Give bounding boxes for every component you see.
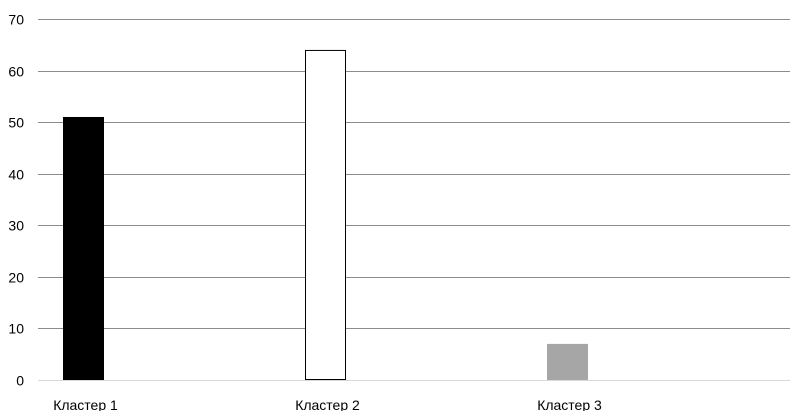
y-tick-label: 30	[8, 218, 24, 234]
bars	[63, 49, 588, 380]
y-tick-label: 70	[8, 12, 24, 28]
y-axis-tick-labels: 0 10 20 30 40 50 60 70	[8, 12, 24, 389]
y-tick-label: 10	[8, 321, 24, 337]
y-tick-label: 20	[8, 270, 24, 286]
x-category-label: Кластер 1	[53, 397, 118, 411]
y-tick-label: 50	[8, 115, 24, 131]
bar	[547, 343, 588, 380]
y-tick-label: 40	[8, 167, 24, 183]
y-tick-label: 60	[8, 64, 24, 80]
bar	[63, 116, 104, 380]
x-category-label: Кластер 3	[537, 397, 602, 411]
bar	[305, 49, 346, 380]
gridlines	[38, 19, 790, 381]
x-axis-category-labels: Кластер 1 Кластер 2 Кластер 3	[53, 397, 602, 411]
x-category-label: Кластер 2	[295, 397, 360, 411]
y-tick-label: 0	[16, 373, 24, 389]
